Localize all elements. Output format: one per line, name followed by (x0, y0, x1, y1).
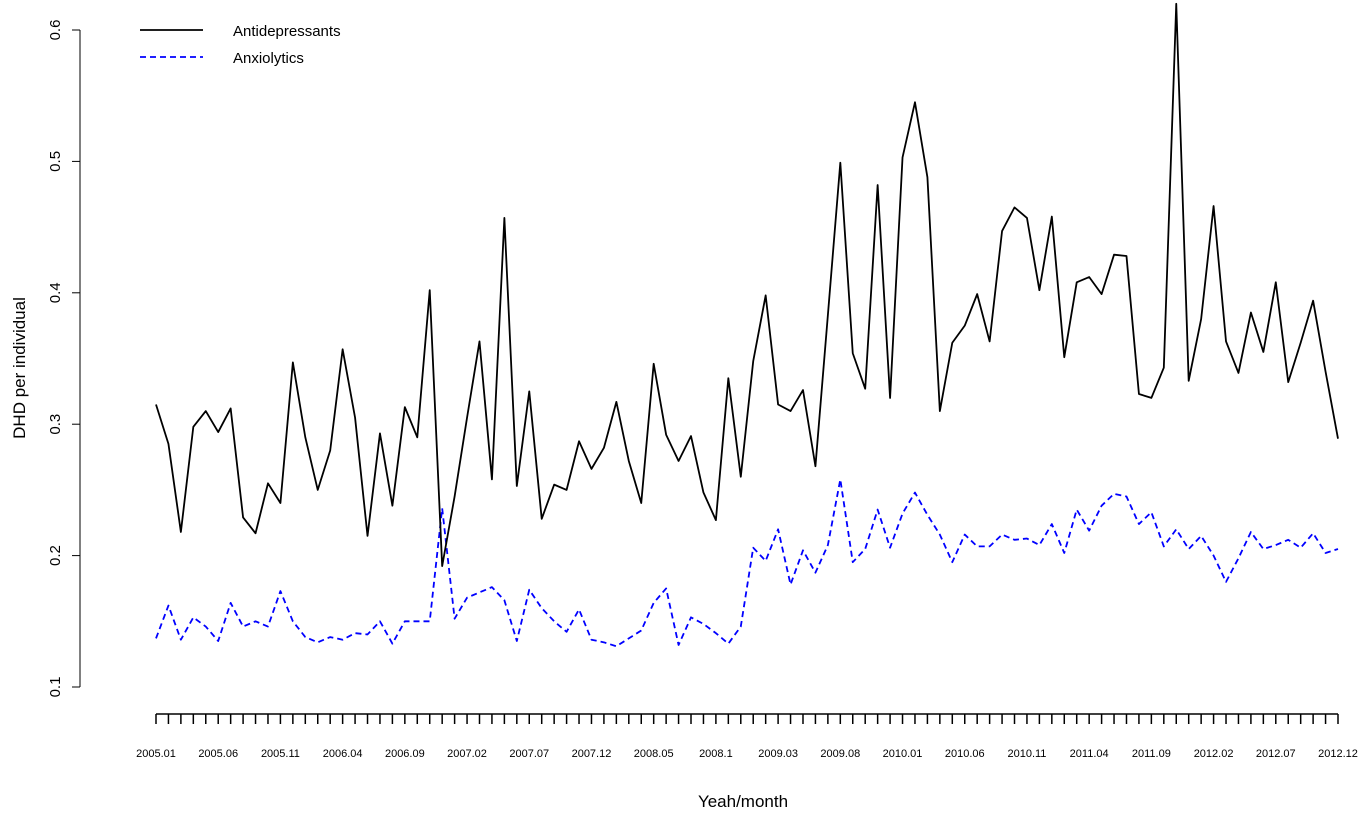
x-tick-label: 2009.03 (758, 748, 798, 760)
x-axis: 2005.01 2005.06 2005.11 2006.04 2006.09 2007.… (136, 713, 1358, 760)
legend-label-antidepressants: Antidepressants (233, 23, 341, 40)
x-tick-label: 2005.11 (261, 748, 300, 760)
x-tick-label: 2012.12 (1318, 748, 1358, 760)
x-tick-label: 2005.06 (198, 748, 238, 760)
x-tick-label: 2010.01 (883, 748, 923, 760)
x-tick-label: 2012.02 (1194, 748, 1234, 760)
x-tick-label: 2009.08 (820, 748, 860, 760)
x-tick-label: 2007.02 (447, 748, 487, 760)
y-axis: 0.1 0.2 0.3 0.4 0.5 0.6 (47, 20, 81, 698)
x-tick-label: 2007.07 (509, 748, 549, 760)
x-axis-title: Yeah/month (698, 792, 788, 811)
x-tick-label: 2007.12 (572, 748, 612, 760)
x-tick-label: 2012.07 (1256, 748, 1296, 760)
x-tick-label: 2006.09 (385, 748, 425, 760)
x-tick-label: 2011.09 (1132, 748, 1171, 760)
x-tick-label: 2010.06 (945, 748, 985, 760)
x-tick-label: 2010.11 (1007, 748, 1046, 760)
y-axis-title: DHD per individual (10, 297, 29, 439)
legend: Antidepressants Anxiolytics (140, 23, 341, 67)
x-tick-label: 2005.01 (136, 748, 176, 760)
y-tick-label: 0.3 (47, 414, 64, 435)
y-tick-label: 0.4 (47, 282, 64, 303)
x-tick-label: 2006.04 (323, 748, 363, 760)
y-tick-label: 0.2 (47, 545, 64, 566)
x-tick-label: 2008.05 (634, 748, 674, 760)
x-tick-label: 2011.04 (1070, 748, 1109, 760)
series-line-antidepressants (155, 2, 1339, 568)
x-tick-label: 2008.1 (699, 748, 733, 760)
y-tick-label: 0.1 (47, 677, 64, 698)
series-line-anxiolytics (155, 478, 1339, 648)
legend-label-anxiolytics: Anxiolytics (233, 50, 304, 67)
y-tick-label: 0.6 (47, 20, 64, 41)
y-tick-label: 0.5 (47, 151, 64, 172)
series-layer (155, 2, 1339, 648)
